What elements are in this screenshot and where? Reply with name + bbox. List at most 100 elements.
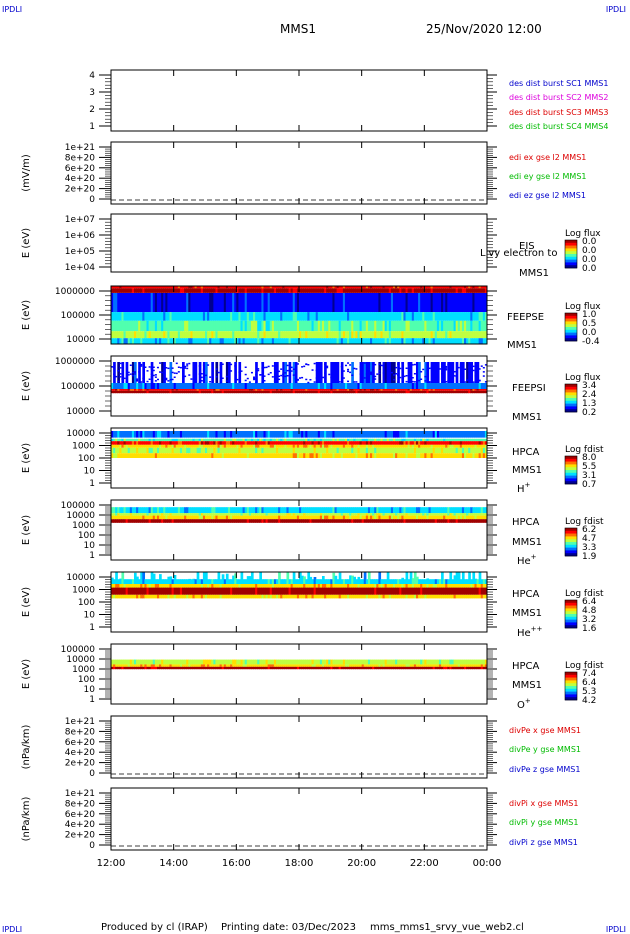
overlay-label: Livy electron to — [480, 248, 557, 259]
spectrogram-cell — [315, 431, 319, 438]
spectrogram-cell — [211, 444, 214, 448]
spectrogram-cell — [148, 288, 152, 293]
spectrogram-cell — [296, 584, 300, 588]
spectrogram-cell — [175, 331, 179, 339]
spectrogram-cell — [451, 288, 455, 293]
spectrogram-cell — [330, 519, 334, 523]
spectrogram-cell — [184, 389, 187, 391]
spectrogram-cell — [205, 431, 208, 438]
spectrogram-cell — [192, 338, 196, 344]
spectrogram-cell — [261, 513, 265, 516]
spectrogram-cell — [361, 331, 365, 339]
spectrogram-cell — [253, 286, 256, 289]
spectrogram-cell — [290, 519, 294, 523]
spectrogram-cell — [242, 390, 246, 394]
spectrogram-cell — [257, 293, 260, 313]
spectrogram-cell — [307, 515, 311, 520]
spectrogram-cell — [478, 312, 482, 321]
spectrogram-cell — [411, 389, 415, 391]
spectrogram-cell — [468, 438, 471, 442]
spectrogram-cell — [190, 431, 194, 438]
spectrogram-cell — [144, 579, 148, 584]
spectrogram-cell — [244, 383, 248, 389]
spectrogram-cell — [127, 594, 131, 599]
legend-entry: des dist burst SC1 MMS1 — [509, 79, 608, 88]
spectrogram-cell — [154, 288, 158, 293]
spectrogram-cell — [426, 513, 430, 516]
spectrogram-cell — [378, 338, 382, 344]
spectrogram-cell — [179, 519, 183, 523]
spectrogram-cell — [301, 453, 304, 458]
spectrogram-cell — [447, 507, 450, 514]
spectrogram-cell — [409, 383, 413, 389]
spectrogram-cell — [131, 438, 135, 442]
spectrogram-cell — [234, 288, 237, 293]
spectrogram-cell — [342, 320, 346, 332]
spectrogram-dot — [131, 374, 134, 377]
spectrogram-cell — [140, 312, 143, 321]
spectrogram-cell — [190, 513, 194, 516]
spectrogram-cell — [265, 513, 269, 516]
spectrogram-cell — [443, 515, 446, 520]
spectrogram-cell — [474, 447, 478, 454]
spectrogram-cell — [205, 312, 208, 321]
spectrogram-cell — [411, 507, 415, 514]
spectrogram-cell — [384, 331, 388, 339]
spectrogram-cell — [227, 447, 231, 454]
spectrogram-cell — [219, 286, 223, 289]
spectrogram-cell — [209, 389, 212, 391]
spectrogram-cell — [459, 390, 463, 394]
spectrogram-dot — [271, 365, 274, 367]
spectrogram-cell — [393, 447, 396, 454]
spectrogram-cell — [217, 338, 221, 344]
spectrogram-dot — [378, 372, 381, 374]
spectrogram-cell — [305, 312, 308, 321]
spectrogram-cell — [319, 320, 323, 332]
spectrogram-cell — [240, 507, 244, 514]
spectrogram-cell — [317, 389, 321, 391]
spectrogram-cell — [319, 594, 323, 599]
spectrogram-cell — [330, 389, 334, 391]
spectrogram-cell — [246, 438, 250, 442]
spectrogram-cell — [271, 390, 275, 394]
spectrogram-cell — [159, 312, 162, 321]
spectrogram-cell — [144, 519, 148, 523]
spectrogram-cell — [388, 331, 392, 339]
spectrogram-cell — [390, 519, 394, 523]
spectrogram-cell — [349, 453, 352, 458]
spectrogram-cell — [395, 293, 398, 313]
spectrogram-cell — [179, 431, 183, 438]
spectrogram-dot — [378, 363, 381, 365]
spectrogram-cell — [459, 444, 463, 448]
spectrogram-cell — [227, 594, 231, 599]
spectrogram-cell — [334, 286, 338, 289]
spectrogram-cell — [184, 515, 187, 520]
spectrogram-dot — [363, 362, 366, 364]
spectrogram-cell — [269, 438, 273, 442]
spectrogram-cell — [288, 431, 292, 438]
spectrogram-cell — [136, 390, 139, 394]
spectrogram-cell — [173, 513, 177, 516]
spectrogram-cell — [248, 286, 252, 289]
spectrogram-dot — [478, 379, 481, 382]
spectrogram-cell — [282, 389, 285, 391]
spectrogram-cell — [131, 286, 135, 289]
spectrogram-cell — [138, 312, 141, 321]
spectrogram-cell — [294, 513, 298, 516]
spectrogram-cell — [313, 389, 317, 391]
spectrogram-cell — [413, 438, 417, 442]
spectrogram-cell — [113, 441, 116, 445]
spectrogram-cell — [232, 338, 235, 344]
spectrogram-cell — [194, 362, 198, 383]
spectrogram-cell — [175, 431, 179, 438]
spectrogram-cell — [123, 438, 127, 442]
colorbar-swatch — [565, 321, 577, 325]
spectrogram-cell — [282, 519, 285, 523]
spectrogram-cell — [357, 513, 361, 516]
spectrogram-cell — [169, 389, 173, 391]
spectrogram-cell — [480, 383, 484, 389]
spectrogram-cell — [405, 320, 409, 332]
spectrogram-cell — [133, 453, 137, 458]
spectrogram-dot — [225, 380, 228, 382]
spectrogram-cell — [271, 453, 275, 458]
